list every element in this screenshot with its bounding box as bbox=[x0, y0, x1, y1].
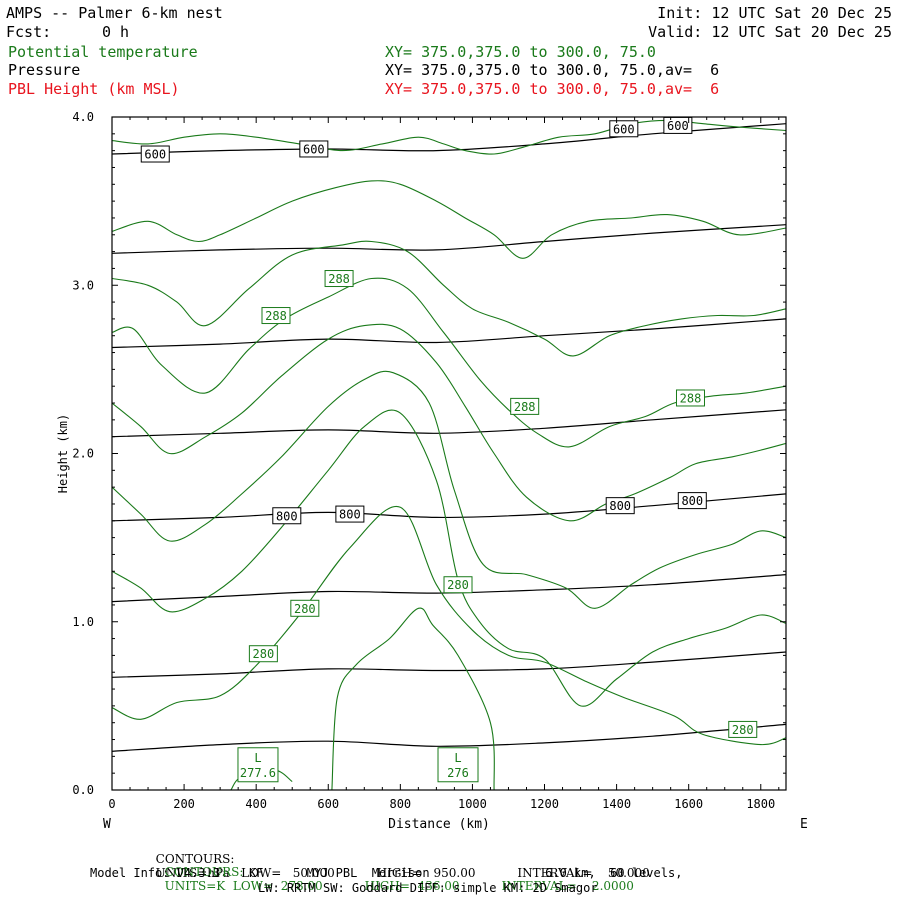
y-tick-label: 2.0 bbox=[72, 447, 94, 461]
x-axis-label: Distance (km) bbox=[388, 817, 490, 832]
pressure-contour-line bbox=[112, 224, 786, 254]
theta-contour-label: 288 bbox=[328, 272, 350, 286]
footer-contours-label-theta: CONTOURS: bbox=[164, 865, 244, 879]
x-tick-label: 1400 bbox=[602, 797, 631, 811]
pressure-contour-label: 800 bbox=[339, 508, 361, 522]
pressure-contour-label: 600 bbox=[613, 122, 635, 136]
theta-contour-label: 280 bbox=[447, 578, 469, 592]
pressure-contour-line bbox=[112, 723, 786, 752]
theta-contour-label-box bbox=[248, 645, 278, 663]
theta-contour-label: 288 bbox=[514, 400, 536, 414]
x-tick-label: 200 bbox=[173, 797, 195, 811]
pressure-contour-label: 800 bbox=[609, 499, 631, 513]
x-tick-label: 1800 bbox=[746, 797, 775, 811]
y-tick-label: 3.0 bbox=[72, 278, 94, 292]
low-marker-letter: L bbox=[454, 751, 461, 765]
pressure-contour-label-box bbox=[677, 492, 707, 510]
field-xy-pbl: XY= 375.0,375.0 to 300.0, 75.0,av= 6 bbox=[385, 80, 720, 98]
low-marker-letter: L bbox=[254, 751, 261, 765]
pressure-contour-label-box bbox=[335, 505, 365, 523]
x-tick-label: 0 bbox=[108, 797, 115, 811]
pressure-contour-line bbox=[112, 409, 786, 438]
west-label: W bbox=[103, 817, 111, 832]
footer-theta-contours: CONTOURS: UNITS=K LOW= 278.00 HIGH= 436.… bbox=[157, 851, 634, 893]
pressure-contour-label-box bbox=[140, 145, 170, 163]
footer-contours-label: CONTOURS: bbox=[155, 852, 235, 866]
field-name-pbl: PBL Height (km MSL) bbox=[8, 80, 180, 98]
field-name-pressure: Pressure bbox=[8, 61, 81, 79]
pressure-contour-label: 600 bbox=[667, 119, 689, 133]
x-tick-label: 1600 bbox=[674, 797, 703, 811]
theta-contour-line bbox=[112, 277, 786, 448]
pressure-contour-line bbox=[112, 493, 786, 522]
x-tick-label: 1200 bbox=[530, 797, 559, 811]
field-xy-pressure: XY= 375.0,375.0 to 300.0, 75.0,av= 6 bbox=[385, 61, 720, 79]
theta-contour-line bbox=[112, 370, 786, 609]
theta-contour-label-box bbox=[324, 270, 354, 288]
low-marker-box bbox=[437, 747, 479, 783]
low-marker-value: 277.6 bbox=[240, 766, 276, 780]
valid-time: Valid: 12 UTC Sat 20 Dec 25 bbox=[648, 23, 892, 41]
theta-contour-label-box bbox=[261, 307, 291, 325]
pressure-contour-label-box bbox=[609, 120, 639, 138]
theta-contour-label: 280 bbox=[253, 647, 275, 661]
theta-contour-label: 280 bbox=[732, 723, 754, 737]
footer-physics-info: LW: RRTM SW: Goddard DIFF: simple KM: 2D… bbox=[258, 881, 598, 895]
pressure-contour-line bbox=[112, 651, 786, 678]
x-tick-label: 800 bbox=[389, 797, 411, 811]
init-time: Init: 12 UTC Sat 20 Dec 25 bbox=[657, 4, 892, 22]
theta-contour-label-box bbox=[443, 576, 473, 594]
pressure-contour-line bbox=[112, 574, 786, 603]
theta-contour-label-box bbox=[728, 720, 758, 738]
chart-title: AMPS -- Palmer 6-km nest bbox=[6, 4, 223, 22]
pressure-contour-label: 600 bbox=[303, 142, 325, 156]
pressure-contour-line bbox=[112, 123, 786, 155]
theta-contour-label: 280 bbox=[294, 602, 316, 616]
footer-pressure-info: UNITS=hPa LOW= 50.000 HIGH= 950.00 INTER… bbox=[155, 866, 650, 880]
pressure-contour-label: 600 bbox=[144, 148, 166, 162]
theta-contour-line bbox=[112, 323, 786, 522]
theta-contour-label-box bbox=[675, 389, 705, 407]
pressure-contour-label-box bbox=[605, 497, 635, 515]
low-marker-value: 276 bbox=[447, 766, 469, 780]
field-xy-theta: XY= 375.0,375.0 to 300.0, 75.0 bbox=[385, 43, 656, 61]
y-tick-label: 0.0 bbox=[72, 783, 94, 797]
pressure-contour-line bbox=[112, 318, 786, 349]
theta-contour-line bbox=[331, 607, 495, 790]
y-tick-label: 4.0 bbox=[72, 110, 94, 124]
theta-contour-label: 288 bbox=[265, 309, 287, 323]
pressure-contour-label: 800 bbox=[681, 494, 703, 508]
theta-contour-label-box bbox=[510, 397, 540, 415]
footer-theta-info: UNITS=K LOW= 278.00 HIGH= 436.00 INTERVA… bbox=[164, 879, 634, 893]
pressure-contour-label: 800 bbox=[276, 509, 298, 523]
theta-contour-label-box bbox=[290, 599, 320, 617]
east-label: E bbox=[800, 817, 808, 832]
forecast-label: Fcst: bbox=[6, 23, 52, 41]
x-tick-label: 1000 bbox=[458, 797, 487, 811]
pressure-contour-label-box bbox=[299, 140, 329, 158]
footer-model-info: Model Info: V4.3.3 KF MYJ PBL Morrison 6… bbox=[90, 866, 683, 880]
plot-frame bbox=[111, 116, 787, 791]
theta-contour-line bbox=[112, 505, 786, 746]
footer-pressure-contours: CONTOURS: UNITS=hPa LOW= 50.000 HIGH= 95… bbox=[148, 838, 650, 880]
theta-contour-line bbox=[112, 409, 786, 707]
theta-contour-label: 288 bbox=[680, 391, 702, 405]
field-name-theta: Potential temperature bbox=[8, 43, 198, 61]
theta-contour-line bbox=[112, 180, 786, 259]
x-tick-label: 600 bbox=[317, 797, 339, 811]
y-tick-label: 1.0 bbox=[72, 615, 94, 629]
pressure-contour-label-box bbox=[272, 507, 302, 525]
theta-contour-line bbox=[112, 240, 786, 357]
low-marker-box bbox=[237, 747, 279, 783]
x-tick-label: 400 bbox=[245, 797, 267, 811]
y-axis-label: Height (km) bbox=[56, 414, 70, 493]
forecast-value: 0 h bbox=[102, 23, 130, 41]
